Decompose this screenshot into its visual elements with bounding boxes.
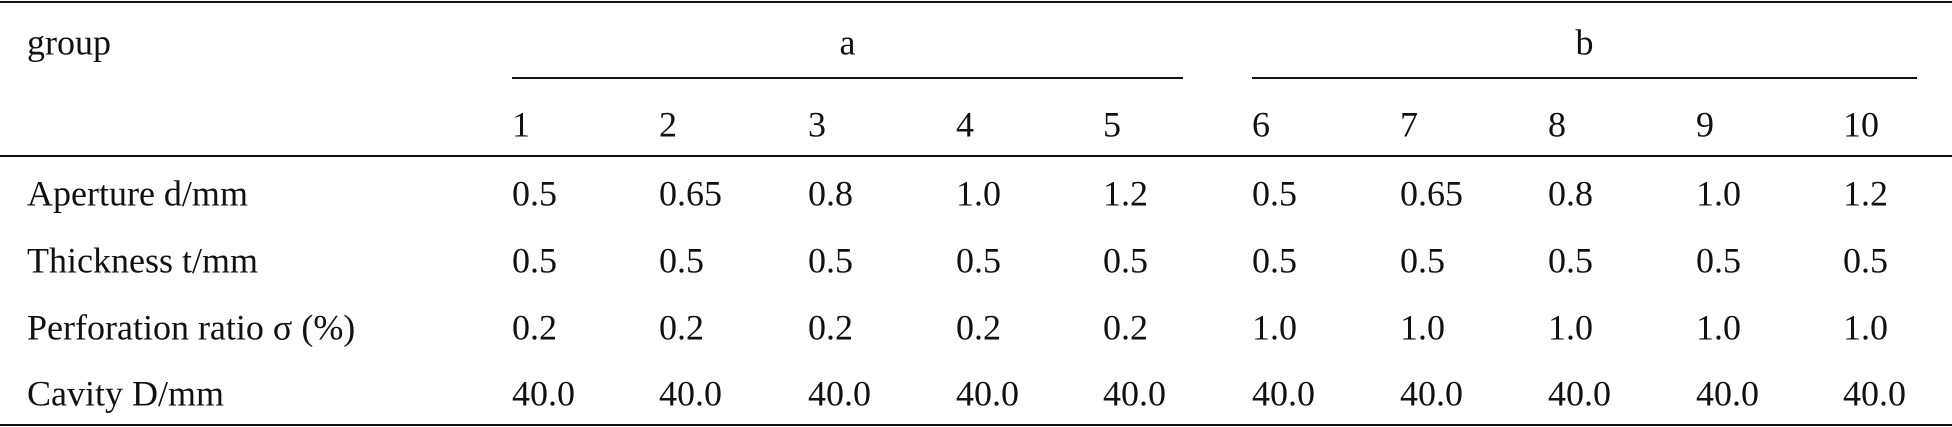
cell: 1.0	[956, 173, 1001, 213]
column-number: 6	[1252, 104, 1270, 144]
cell: 0.5	[512, 240, 557, 280]
cell: 0.5	[1252, 240, 1297, 280]
cell: 0.5	[1548, 240, 1593, 280]
column-number: 10	[1843, 104, 1879, 144]
cell: 40.0	[808, 373, 871, 413]
column-number: 3	[808, 104, 826, 144]
column-number: 9	[1696, 104, 1714, 144]
cell: 0.65	[659, 173, 722, 213]
cell: 40.0	[1696, 373, 1759, 413]
cell: 0.2	[956, 307, 1001, 347]
row-label: Cavity D/mm	[27, 373, 224, 413]
cell: 40.0	[1103, 373, 1166, 413]
column-number: 2	[659, 104, 677, 144]
cell: 0.2	[808, 307, 853, 347]
cell: 0.2	[1103, 307, 1148, 347]
row-label: Thickness t/mm	[27, 240, 258, 280]
cell: 0.2	[512, 307, 557, 347]
column-number: 7	[1400, 104, 1418, 144]
cell: 40.0	[512, 373, 575, 413]
cell: 1.0	[1548, 307, 1593, 347]
group-label: group	[27, 22, 111, 62]
cell: 1.0	[1696, 173, 1741, 213]
cell: 40.0	[1548, 373, 1611, 413]
column-number: 1	[512, 104, 530, 144]
cell: 0.5	[1843, 240, 1888, 280]
cell: 40.0	[659, 373, 722, 413]
group-name: b	[1576, 22, 1594, 62]
cell: 1.0	[1843, 307, 1888, 347]
cell: 40.0	[956, 373, 1019, 413]
cell: 0.65	[1400, 173, 1463, 213]
group-name: a	[840, 22, 856, 62]
cell: 1.0	[1400, 307, 1445, 347]
column-number: 4	[956, 104, 974, 144]
cell: 0.5	[1252, 173, 1297, 213]
cell: 40.0	[1843, 373, 1906, 413]
cell: 0.5	[956, 240, 1001, 280]
cell: 0.8	[808, 173, 853, 213]
cell: 0.5	[1400, 240, 1445, 280]
cell: 0.5	[659, 240, 704, 280]
cell: 0.5	[808, 240, 853, 280]
cell: 0.2	[659, 307, 704, 347]
cell: 1.2	[1843, 173, 1888, 213]
cell: 0.5	[1103, 240, 1148, 280]
cell: 0.5	[1696, 240, 1741, 280]
column-number: 5	[1103, 104, 1121, 144]
cell: 40.0	[1400, 373, 1463, 413]
cell: 1.2	[1103, 173, 1148, 213]
cell: 40.0	[1252, 373, 1315, 413]
row-label: Aperture d/mm	[27, 173, 248, 213]
cell: 0.5	[512, 173, 557, 213]
cell: 1.0	[1252, 307, 1297, 347]
cell: 0.8	[1548, 173, 1593, 213]
cell: 1.0	[1696, 307, 1741, 347]
column-number: 8	[1548, 104, 1566, 144]
row-label: Perforation ratio σ (%)	[27, 307, 355, 347]
